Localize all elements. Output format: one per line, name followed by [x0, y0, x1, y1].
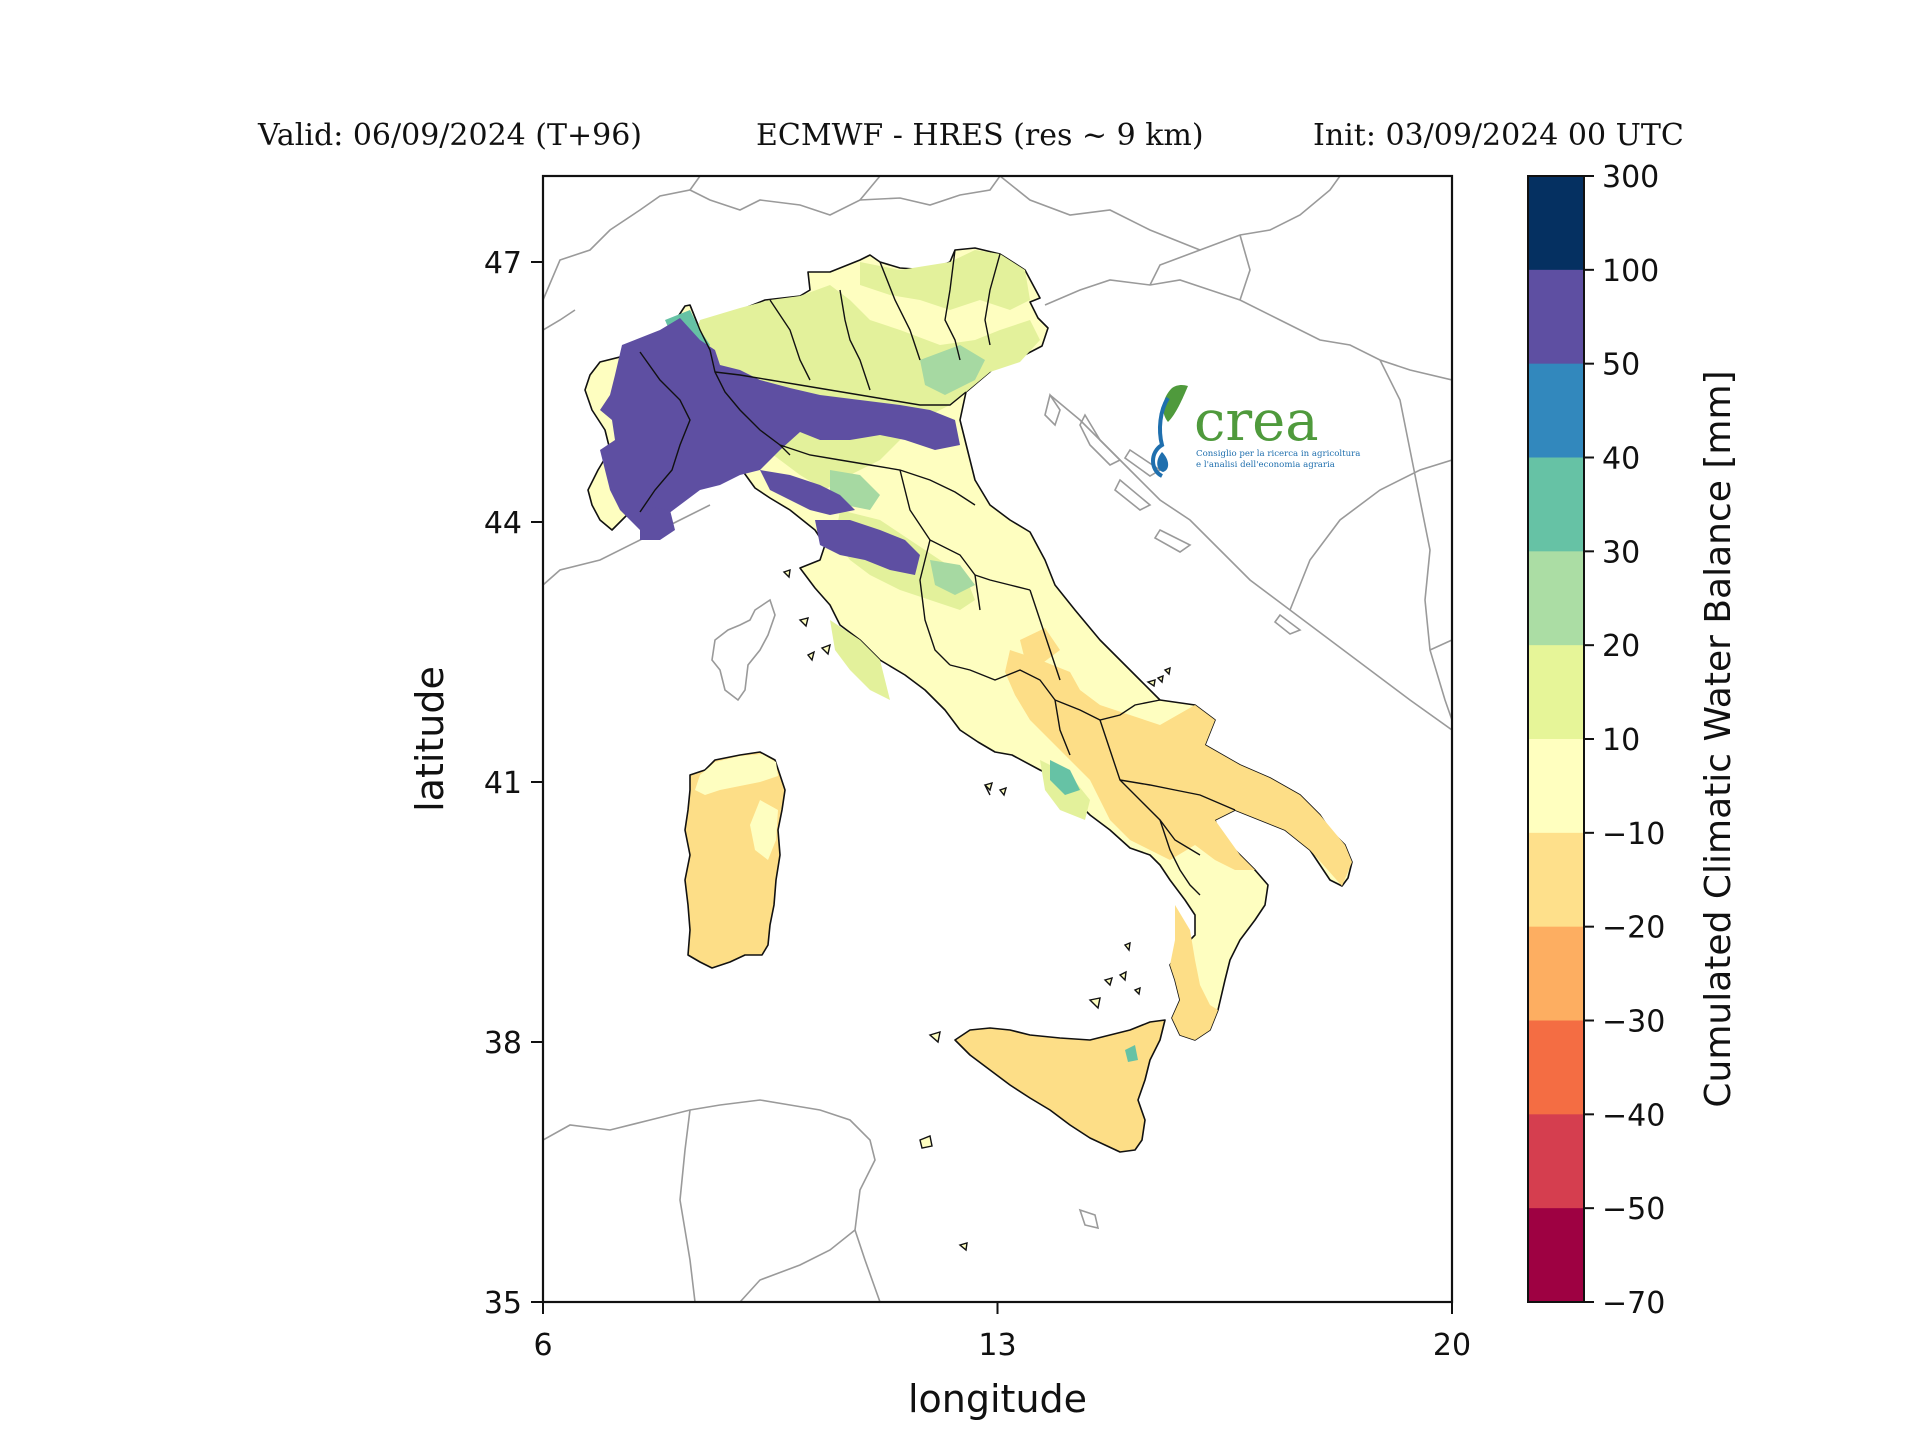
x-tick-label: 20: [1433, 1328, 1471, 1363]
colorbar-tick-label: −10: [1602, 817, 1665, 852]
y-tick-label: 38: [484, 1026, 522, 1061]
y-tick-label: 35: [484, 1286, 522, 1321]
wet-mid-veneto: [920, 345, 985, 395]
model-name: ECMWF - HRES (res ~ 9 km): [756, 118, 1204, 153]
colorbar-segment: [1528, 269, 1584, 365]
country-borders: [543, 176, 1452, 1302]
colorbar-tick-label: 100: [1602, 254, 1659, 289]
wet-high-tuscany: [815, 520, 920, 575]
y-axis: 35 38 41 44 47 latitude: [408, 246, 543, 1321]
dry-calabria: [1170, 905, 1218, 1040]
logo-word: crea: [1194, 389, 1319, 454]
colorbar-tick-label: −50: [1602, 1192, 1665, 1227]
wet-light-tyrrhenian: [830, 620, 890, 700]
sardinia-east-base: [750, 800, 778, 860]
colorbar-segment: [1528, 457, 1584, 552]
colorbar-tick-label: 20: [1602, 629, 1640, 664]
wet-light-alps: [860, 250, 1030, 310]
x-axis: 6 13 20 longitude: [533, 1302, 1471, 1421]
init-time: Init: 03/09/2024 00 UTC: [1313, 118, 1684, 153]
colorbar-tick-label: 50: [1602, 348, 1640, 383]
cwb-field: [584, 247, 1353, 1252]
colorbar-segment: [1528, 363, 1584, 458]
dry-south: [1005, 650, 1352, 886]
colorbar-segment: [1528, 832, 1584, 928]
colorbar-tick-label: 30: [1602, 535, 1640, 570]
colorbar-label: Cumulated Climatic Water Balance [mm]: [1698, 370, 1739, 1107]
colorbar-tick-label: −20: [1602, 911, 1665, 946]
y-tick-label: 41: [484, 766, 522, 801]
region-borders: [639, 249, 1236, 896]
colorbar-segment: [1528, 739, 1584, 834]
colorbar-tick-label: 40: [1602, 442, 1640, 477]
wet-teal-campania: [1050, 760, 1080, 795]
y-tick-label: 47: [484, 246, 522, 281]
y-tick-label: 44: [484, 506, 522, 541]
colorbar-tick-label: 300: [1602, 160, 1659, 195]
x-axis-label: longitude: [908, 1377, 1087, 1421]
colorbar-segment: [1528, 1208, 1584, 1303]
colorbar-segment: [1528, 551, 1584, 646]
colorbar-tick-label: −70: [1602, 1286, 1665, 1321]
wet-high-piedmont-s: [640, 505, 675, 540]
colorbar-tick-label: −30: [1602, 1005, 1665, 1040]
valid-time: Valid: 06/09/2024 (T+96): [258, 118, 643, 153]
y-axis-label: latitude: [408, 666, 452, 812]
colorbar-segment: [1528, 1114, 1584, 1209]
colorbar-tick-label: 10: [1602, 723, 1640, 758]
colorbar-segment: [1528, 926, 1584, 1021]
dry-central: [1020, 628, 1060, 665]
wet-high-liguria: [760, 470, 855, 515]
wet-high-northwest: [600, 318, 960, 530]
wet-mid-apennine: [930, 560, 975, 595]
map-panel: 6 13 20 longitude 35 38 41 44 47 latitud…: [408, 174, 1471, 1421]
x-tick-label: 13: [978, 1328, 1016, 1363]
crea-logo: crea Consiglio per la ricerca in agricol…: [1151, 384, 1360, 478]
sardinia-north-base: [695, 754, 778, 795]
leaf-drop-icon: [1151, 384, 1188, 478]
small-islands: [782, 568, 1171, 1252]
colorbar-tick-label: −40: [1602, 1098, 1665, 1133]
colorbar-segment: [1528, 176, 1584, 271]
x-tick-label: 6: [533, 1328, 552, 1363]
colorbar-segment: [1528, 645, 1584, 740]
colorbar-segment: [1528, 1020, 1584, 1115]
sicily-teal: [1125, 1045, 1138, 1062]
colorbar: 300 100 50 40 30 20 10 −10 −20 −30 −40 −50 −70: [1527, 160, 1665, 1321]
sicily: [954, 1019, 1166, 1153]
logo-tagline: Consiglio per la ricerca in agricoltura: [1196, 449, 1360, 459]
logo-tagline: e l'analisi dell'economia agraria: [1196, 460, 1335, 470]
